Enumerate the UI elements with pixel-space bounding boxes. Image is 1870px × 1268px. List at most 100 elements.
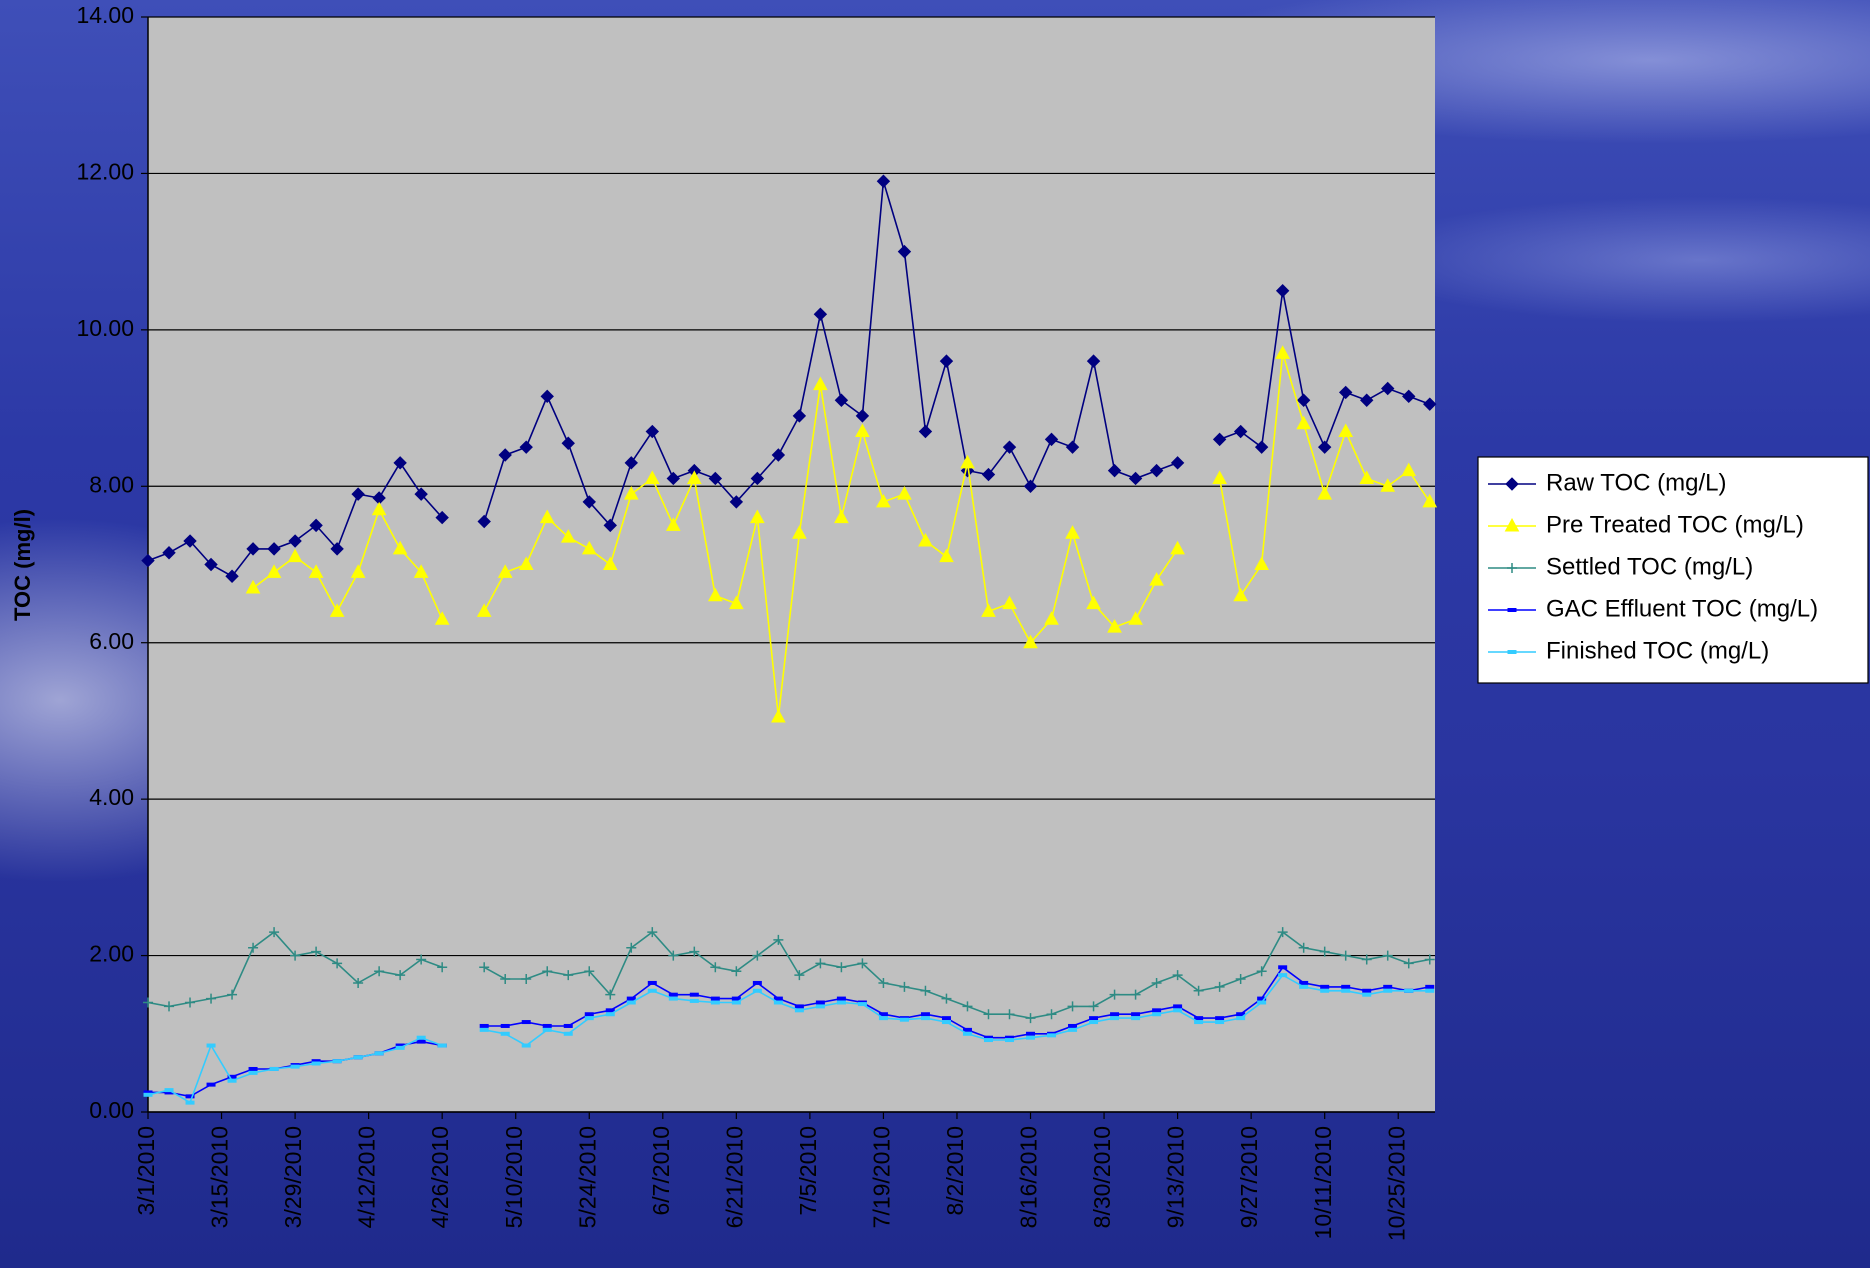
marker xyxy=(1296,415,1312,430)
marker xyxy=(269,927,280,938)
marker xyxy=(521,1043,531,1048)
marker xyxy=(1404,988,1414,993)
marker xyxy=(1047,1033,1057,1038)
marker xyxy=(351,487,365,501)
marker xyxy=(329,603,345,617)
marker xyxy=(689,998,699,1003)
marker xyxy=(1107,619,1122,633)
marker xyxy=(395,970,406,981)
marker xyxy=(416,1035,426,1040)
marker xyxy=(981,603,996,617)
marker xyxy=(584,1016,594,1021)
marker xyxy=(143,1092,153,1097)
marker xyxy=(584,1012,594,1017)
marker xyxy=(1005,1038,1015,1043)
marker xyxy=(1383,984,1393,989)
marker xyxy=(752,988,762,993)
marker xyxy=(1194,1016,1204,1021)
marker xyxy=(750,509,765,524)
marker xyxy=(1361,954,1372,965)
marker xyxy=(288,534,302,548)
marker xyxy=(1065,525,1080,539)
marker xyxy=(605,989,616,1000)
marker xyxy=(1380,478,1396,492)
marker xyxy=(435,510,449,525)
marker xyxy=(1299,984,1309,989)
marker xyxy=(143,997,153,1008)
marker xyxy=(686,470,702,484)
marker xyxy=(1425,988,1435,993)
marker xyxy=(960,454,975,469)
marker xyxy=(1151,977,1162,988)
marker xyxy=(395,1045,405,1050)
marker xyxy=(729,495,744,509)
marker xyxy=(710,1000,720,1005)
marker xyxy=(332,1059,342,1064)
marker xyxy=(560,529,576,543)
marker xyxy=(225,569,239,583)
y-tick-label: 8.00 xyxy=(89,471,134,497)
marker xyxy=(311,1061,321,1066)
marker xyxy=(1109,989,1120,1000)
marker xyxy=(1505,477,1519,491)
marker xyxy=(206,1082,216,1087)
marker xyxy=(878,1016,888,1021)
marker xyxy=(1359,470,1375,484)
marker xyxy=(1320,984,1330,989)
marker xyxy=(437,962,448,973)
x-tick-label: 3/29/2010 xyxy=(280,1126,306,1228)
marker xyxy=(414,487,428,501)
marker xyxy=(245,579,261,594)
marker xyxy=(1002,440,1017,454)
marker xyxy=(771,708,786,723)
marker xyxy=(647,927,658,938)
marker xyxy=(605,1012,615,1017)
marker xyxy=(206,1043,216,1048)
marker xyxy=(983,1009,994,1020)
marker xyxy=(605,1008,615,1013)
marker xyxy=(624,456,638,470)
marker xyxy=(834,393,849,407)
marker xyxy=(582,495,596,509)
marker xyxy=(1422,493,1438,508)
marker xyxy=(1172,970,1183,981)
marker xyxy=(1338,385,1353,400)
marker xyxy=(371,501,387,516)
y-tick-label: 4.00 xyxy=(89,784,134,810)
marker xyxy=(162,546,176,560)
x-tick-label: 3/1/2010 xyxy=(133,1126,159,1216)
marker xyxy=(518,556,534,570)
marker xyxy=(1215,1016,1225,1021)
marker xyxy=(623,486,639,500)
marker xyxy=(1170,540,1185,555)
marker xyxy=(540,389,554,404)
marker xyxy=(983,1038,993,1043)
marker xyxy=(500,1031,510,1036)
marker xyxy=(1424,954,1435,965)
marker xyxy=(1046,1009,1057,1020)
marker xyxy=(668,996,678,1001)
marker xyxy=(164,1088,174,1093)
marker xyxy=(143,1090,153,1095)
marker xyxy=(374,1051,384,1056)
marker xyxy=(561,436,575,450)
marker xyxy=(1107,463,1122,478)
marker xyxy=(248,942,259,953)
marker xyxy=(981,467,996,482)
marker xyxy=(1233,424,1248,439)
marker xyxy=(1152,1012,1162,1017)
marker xyxy=(941,1016,951,1021)
marker xyxy=(1299,980,1309,985)
marker xyxy=(897,244,912,259)
marker xyxy=(1278,965,1288,970)
x-tick-label: 4/12/2010 xyxy=(354,1126,380,1228)
marker xyxy=(1068,1023,1078,1028)
marker xyxy=(1504,517,1520,532)
plot-area xyxy=(148,17,1435,1112)
marker xyxy=(497,564,513,578)
marker xyxy=(920,985,931,996)
marker xyxy=(941,993,952,1004)
marker xyxy=(1152,1008,1162,1013)
marker xyxy=(1005,1035,1015,1040)
marker xyxy=(813,376,828,391)
